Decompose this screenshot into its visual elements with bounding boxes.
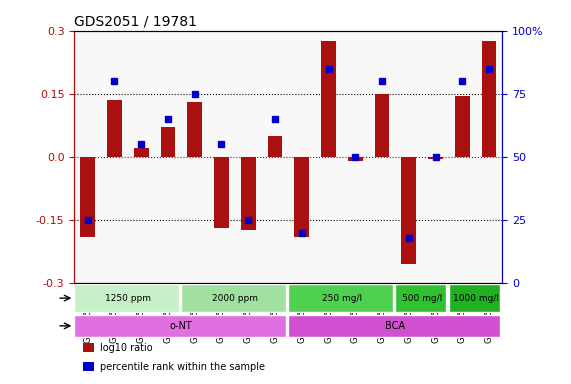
Bar bbox=[214, 157, 229, 228]
Bar bbox=[428, 157, 443, 159]
FancyBboxPatch shape bbox=[288, 285, 393, 312]
Bar bbox=[83, 343, 94, 353]
Bar bbox=[187, 102, 202, 157]
Bar bbox=[107, 100, 122, 157]
Text: GDS2051 / 19781: GDS2051 / 19781 bbox=[74, 14, 197, 28]
Text: BCA: BCA bbox=[385, 321, 405, 331]
Bar bbox=[375, 94, 389, 157]
FancyBboxPatch shape bbox=[182, 285, 286, 312]
Text: 500 mg/l: 500 mg/l bbox=[402, 294, 443, 303]
Bar bbox=[268, 136, 282, 157]
Text: 1000 mg/l: 1000 mg/l bbox=[453, 294, 498, 303]
Text: log10 ratio: log10 ratio bbox=[100, 343, 152, 353]
Bar bbox=[295, 157, 309, 237]
Text: 2000 ppm: 2000 ppm bbox=[212, 294, 258, 303]
FancyBboxPatch shape bbox=[288, 314, 500, 337]
Bar bbox=[241, 157, 256, 230]
Bar bbox=[482, 41, 496, 157]
Bar bbox=[455, 96, 470, 157]
Text: 250 mg/l: 250 mg/l bbox=[322, 294, 362, 303]
Text: 1250 ppm: 1250 ppm bbox=[104, 294, 151, 303]
Bar bbox=[83, 362, 94, 371]
Bar bbox=[134, 149, 148, 157]
FancyBboxPatch shape bbox=[74, 285, 179, 312]
Bar bbox=[81, 157, 95, 237]
Bar bbox=[348, 157, 363, 161]
Text: o-NT: o-NT bbox=[170, 321, 192, 331]
Text: percentile rank within the sample: percentile rank within the sample bbox=[100, 362, 265, 372]
Bar bbox=[321, 41, 336, 157]
FancyBboxPatch shape bbox=[74, 314, 286, 337]
FancyBboxPatch shape bbox=[395, 285, 447, 312]
Bar bbox=[160, 127, 175, 157]
Bar bbox=[401, 157, 416, 264]
FancyBboxPatch shape bbox=[449, 285, 500, 312]
